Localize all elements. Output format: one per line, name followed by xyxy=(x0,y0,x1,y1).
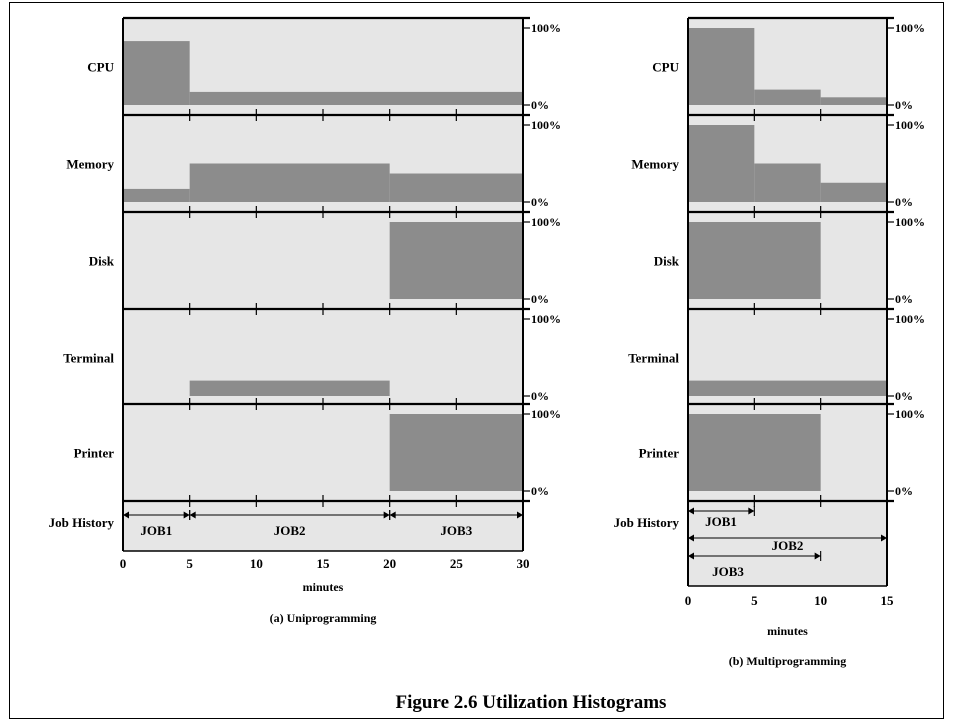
arrow-left xyxy=(123,511,129,519)
arrow-left xyxy=(688,552,694,560)
pct-0-label: 0% xyxy=(531,292,549,306)
arrow-right xyxy=(748,507,755,515)
pct-0-label: 0% xyxy=(895,98,913,112)
resource-label: CPU xyxy=(87,60,114,75)
job-label: JOB3 xyxy=(712,564,744,579)
job-history-background xyxy=(688,501,887,586)
job-label: JOB2 xyxy=(274,523,306,538)
job-history-label: Job History xyxy=(49,515,115,530)
utilization-bar xyxy=(123,188,190,202)
utilization-bar xyxy=(389,173,523,202)
x-axis-label: minutes xyxy=(303,580,344,594)
arrow-left xyxy=(688,534,694,542)
chart-subtitle: (a) Uniprogramming xyxy=(270,611,377,625)
x-tick-label: 10 xyxy=(250,556,263,571)
arrow-right xyxy=(881,534,887,542)
utilization-bar xyxy=(688,222,821,299)
resource-label: Terminal xyxy=(628,351,679,366)
x-tick-label: 0 xyxy=(120,556,127,571)
pct-0-label: 0% xyxy=(895,484,913,498)
pct-0-label: 0% xyxy=(895,389,913,403)
figure-caption: Figure 2.6 Utilization Histograms xyxy=(396,692,667,713)
job-label: JOB2 xyxy=(772,538,804,553)
x-tick-label: 25 xyxy=(450,556,464,571)
job-history-label: Job History xyxy=(614,515,680,530)
utilization-bar xyxy=(688,28,755,105)
utilization-bar xyxy=(189,163,390,202)
pct-100-label: 100% xyxy=(531,118,561,132)
resource-label: Disk xyxy=(654,254,680,269)
pct-100-label: 100% xyxy=(895,118,925,132)
resource-label: Memory xyxy=(66,157,114,172)
x-tick-label: 0 xyxy=(685,593,692,608)
arrow-left xyxy=(688,507,694,515)
pct-100-label: 100% xyxy=(895,312,925,326)
resource-label: CPU xyxy=(652,60,679,75)
utilization-bar xyxy=(820,97,887,105)
x-tick-label: 30 xyxy=(517,556,530,571)
x-tick-label: 15 xyxy=(317,556,331,571)
resource-label: Terminal xyxy=(63,351,114,366)
x-tick-label: 20 xyxy=(383,556,396,571)
pct-0-label: 0% xyxy=(531,195,549,209)
x-tick-label: 5 xyxy=(186,556,193,571)
pct-100-label: 100% xyxy=(531,215,561,229)
job-label: JOB3 xyxy=(440,523,472,538)
utilization-bar xyxy=(189,91,523,105)
pct-0-label: 0% xyxy=(531,389,549,403)
uniprogramming-chart: CPU100%0%Memory100%0%Disk100%0%Terminal1… xyxy=(49,16,561,625)
job-label: JOB1 xyxy=(705,514,737,529)
pct-100-label: 100% xyxy=(531,407,561,421)
utilization-bar xyxy=(820,182,887,202)
x-axis-label: minutes xyxy=(767,624,808,638)
utilization-bar xyxy=(754,89,821,105)
pct-100-label: 100% xyxy=(531,21,561,35)
multiprogramming-chart: CPU100%0%Memory100%0%Disk100%0%Terminal1… xyxy=(614,16,925,668)
pct-100-label: 100% xyxy=(895,215,925,229)
pct-0-label: 0% xyxy=(531,98,549,112)
arrow-left xyxy=(389,511,396,519)
utilization-bar xyxy=(688,125,755,202)
x-tick-label: 15 xyxy=(881,593,895,608)
pct-0-label: 0% xyxy=(895,292,913,306)
utilization-bar xyxy=(389,414,523,491)
utilization-bar xyxy=(389,222,523,299)
arrow-right xyxy=(814,552,821,560)
pct-100-label: 100% xyxy=(531,312,561,326)
pct-100-label: 100% xyxy=(895,21,925,35)
job-history-background xyxy=(123,501,523,551)
utilization-bar xyxy=(754,163,821,202)
resource-label: Memory xyxy=(631,157,679,172)
arrow-right xyxy=(517,511,523,519)
job-label: JOB1 xyxy=(140,523,172,538)
utilization-bar xyxy=(688,380,887,396)
pct-0-label: 0% xyxy=(531,484,549,498)
resource-label: Printer xyxy=(639,446,680,461)
resource-label: Disk xyxy=(89,254,115,269)
utilization-bar xyxy=(123,41,190,105)
chart-subtitle: (b) Multiprogramming xyxy=(729,654,846,668)
x-tick-label: 10 xyxy=(814,593,827,608)
arrow-right xyxy=(183,511,190,519)
pct-0-label: 0% xyxy=(895,195,913,209)
pct-100-label: 100% xyxy=(895,407,925,421)
resource-label: Printer xyxy=(74,446,115,461)
arrow-left xyxy=(189,511,196,519)
utilization-bar xyxy=(688,414,821,491)
x-tick-label: 5 xyxy=(751,593,758,608)
utilization-bar xyxy=(189,380,390,396)
arrow-right xyxy=(383,511,390,519)
